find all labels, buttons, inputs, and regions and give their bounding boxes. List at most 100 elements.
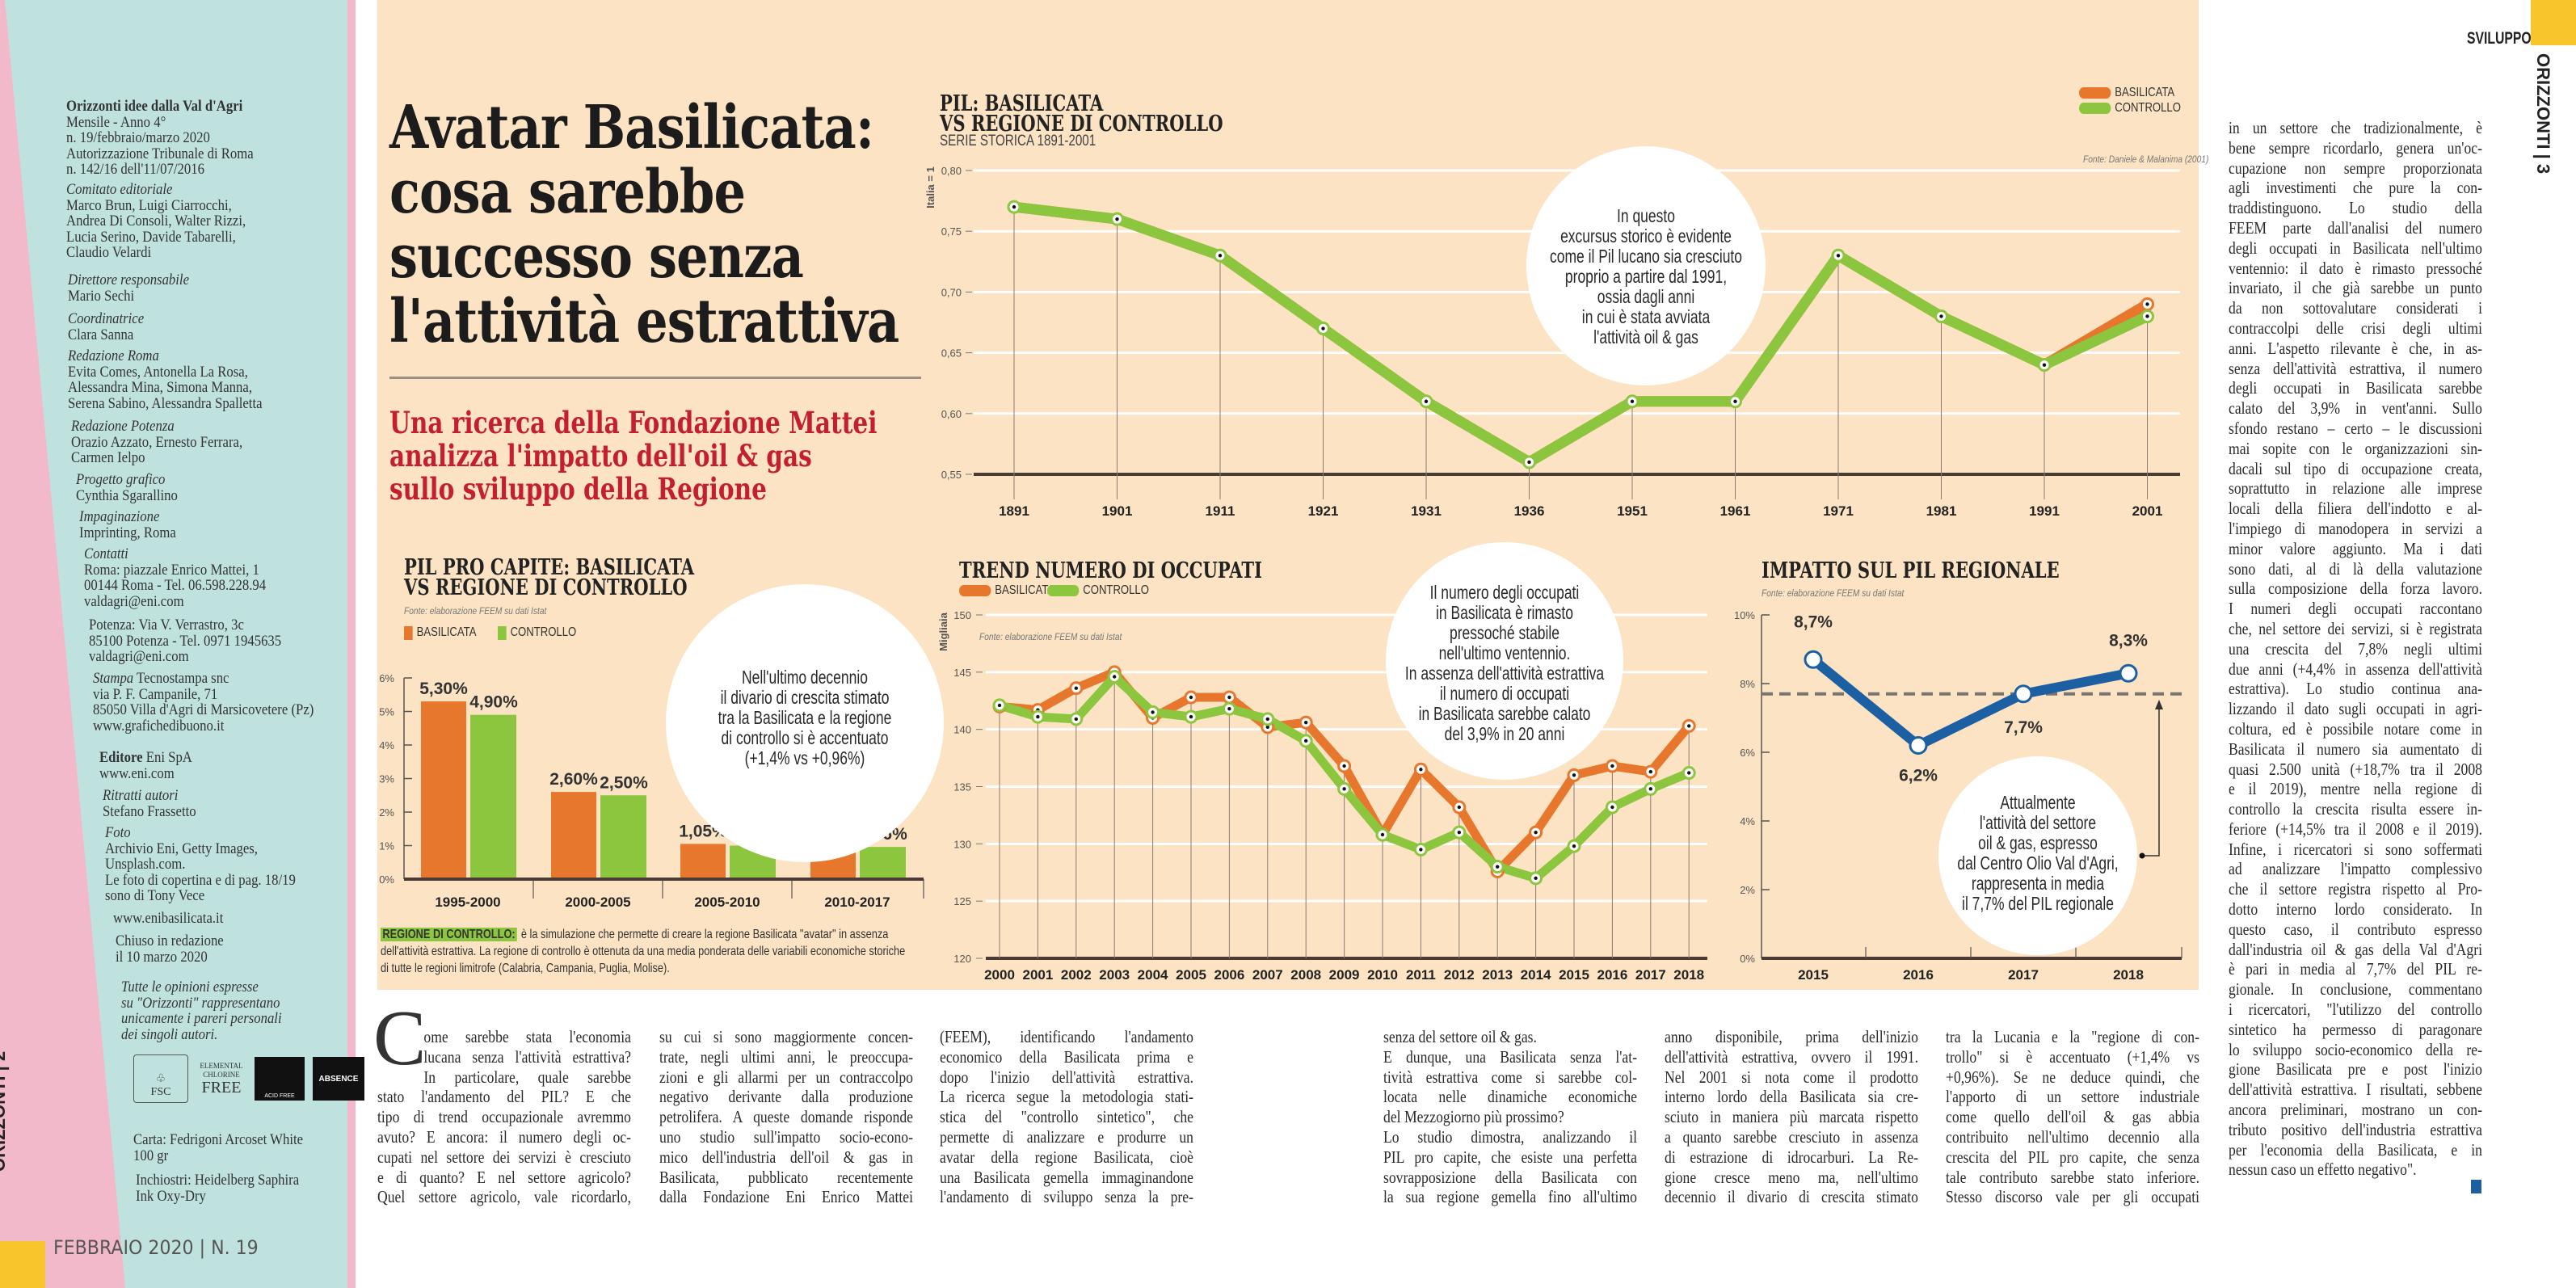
data-point [2119, 663, 2138, 683]
text-line: tività estrattiva come si sarebbe col- [1383, 1067, 1637, 1087]
text-line: bene sempre ricordarlo, genera un'oc- [2229, 137, 2482, 158]
callout-line: Attualmente [2000, 792, 2076, 813]
data-point-center [1610, 764, 1614, 768]
colophon-line: Ink Oxy-Dry [136, 1187, 206, 1205]
x-tick-label: 2000 [984, 967, 1015, 983]
y-tick-label: 6% [379, 672, 394, 684]
chart-pil-pro-capite-bar: 0% 1% 2% 3% 4% 5% 6% 5,30%4,90% 1995-2000 2,60% 2,… [379, 672, 924, 910]
text-line: tipo di trend occupazionale avremmo [377, 1107, 631, 1127]
colophon-label: Direttore responsabile [68, 271, 189, 288]
data-label: 8,3% [2109, 631, 2148, 650]
colophon-line: Autorizzazione Tribunale di Roma [66, 145, 254, 162]
data-point-center [1304, 720, 1308, 725]
text-line: come quello dell'oil & gas abbia [1946, 1107, 2199, 1127]
callout-bubble [1938, 756, 2137, 955]
text-line: che il settore registra rispetto al Pro- [2229, 879, 2482, 899]
text-line: degli occupati in Basilicata nell'ultimo [2229, 238, 2482, 258]
x-tick-label: 2011 [1406, 967, 1436, 983]
x-tick-label: 2002 [1061, 967, 1092, 983]
text-line: invariato, il che già sarebbe un punto [2229, 278, 2482, 298]
text-line: avatar della regione Basilicata, cioè [940, 1147, 1193, 1167]
x-tick-label: 1936 [1514, 503, 1545, 519]
issue-footer: FEBBRAIO 2020 | N. 19 [53, 1236, 259, 1259]
y-tick-label: 145 [953, 667, 971, 679]
legend-label: BASILICATA [995, 583, 1055, 597]
colophon-label: Progetto grafico [76, 471, 166, 488]
text-line: FEEM parte dall'analisi del numero [2229, 217, 2482, 238]
x-tick-label: 1931 [1411, 503, 1442, 519]
colophon-line: sono di Tony Vece [105, 887, 205, 905]
text-line: la sua regione gemella fino all'ultimo [1383, 1187, 1637, 1207]
x-tick-label: 2001 [1022, 967, 1053, 983]
colophon-line: www.enibasilicata.it [113, 910, 224, 927]
text-line: locali della filiera dell'indotto e al- [2229, 499, 2482, 519]
colophon-line: Lucia Serino, Davide Tabarelli, [66, 228, 236, 246]
text-line: dalla Fondazione Eni Enrico Mattei [659, 1187, 913, 1207]
x-tick-label: 1971 [1823, 503, 1854, 519]
callout-line: l'attività oil & gas [1593, 326, 1698, 347]
data-point [1909, 736, 1928, 755]
text-line: anni. L'aspetto rilevante è che, in as- [2229, 338, 2482, 358]
certification-logos: ♧ FSC ELEMENTAL CHLORINE FREE ACID FREE AB… [133, 1054, 364, 1103]
callout-line: in cui è stata avviata [1581, 306, 1711, 327]
data-point-center [1687, 771, 1691, 775]
text-line: e di quanto? E nel settore agricolo? [377, 1167, 631, 1187]
text-line: dotto interno lordo considerato. In [2229, 899, 2482, 920]
data-point-center [1457, 805, 1462, 810]
colophon-label: Comitato editoriale [66, 181, 173, 198]
callout-line: nell'ultimo ventennio. [1438, 642, 1571, 663]
text-line: dall'industria oil & gas della Val d'Agr… [2229, 939, 2482, 959]
article-column: (FEEM), identificando l'andamento economi… [940, 1027, 1193, 1207]
infographic-panel [377, 0, 2199, 990]
x-tick-label: 2017 [1635, 967, 1666, 983]
legend-basilicata: BASILICATA [959, 583, 1054, 598]
text-line: questo caso, il contributo espresso [2229, 919, 2482, 939]
colophon-line: Mensile - Anno 4° [66, 113, 166, 131]
callout-line: in Basilicata sarebbe calato [1418, 703, 1591, 724]
data-point-center [1189, 695, 1193, 700]
callout-bubble [666, 584, 944, 862]
heavy-metal-label: ABSENCE [318, 1074, 359, 1084]
data-point [2014, 684, 2033, 704]
colophon-block: Editore Eni SpA www.eni.com [99, 750, 192, 781]
text-line: l'apporto di un settore industriale [1946, 1087, 2199, 1107]
bar-value-label: 4,90% [469, 693, 518, 712]
text-line: sintetico ha permesso di paragonare [2229, 1019, 2482, 1039]
callout-line: come il Pil lucano sia cresciuto [1549, 246, 1743, 267]
x-tick-label: 2016 [1597, 967, 1627, 983]
x-tick-label: 1911 [1206, 503, 1235, 519]
text-line: per l'economia della Basilicata, e in [2229, 1139, 2482, 1160]
text-line: cupazione non sempre proporzionata [2229, 158, 2482, 178]
deck-line: Una ricerca della Fondazione Mattei [389, 405, 878, 440]
section-label: SVILUPPO [2467, 29, 2532, 48]
colophon-line: Evita Comes, Antonella La Rosa, [68, 363, 248, 381]
callout-arrow [2142, 708, 2160, 857]
callout-line: il divario di crescita stimato [720, 687, 890, 708]
bar-controllo [600, 795, 646, 879]
legend-label: CONTROLLO [2115, 101, 2181, 115]
text-line: Stesso discorso vale per gli occupati [1946, 1187, 2199, 1207]
y-tick-label: 0,60 [941, 408, 962, 420]
data-point-center [1457, 830, 1462, 835]
legend-label: BASILICATA [2115, 86, 2175, 99]
data-point-center [1218, 254, 1223, 258]
data-point-center [1074, 717, 1079, 722]
text-line: uno studio sull'impatto socio-econo- [659, 1126, 913, 1147]
category-label: 2005-2010 [694, 894, 760, 910]
x-tick-label: 2013 [1482, 967, 1513, 983]
colophon-line: Potenza: Via V. Verrastro, 3c [89, 617, 244, 633]
bar-basilicata [680, 844, 726, 879]
y-tick-label: 150 [953, 609, 971, 621]
colophon-line: valdagri@eni.com [89, 648, 189, 666]
text-line: stato l'andamento del PIL? E che [377, 1087, 631, 1107]
text-line: su cui si sono maggiormente concen- [659, 1027, 913, 1046]
text-line: quasi 2.500 unità (+18,7% tra il 2008 [2229, 759, 2482, 779]
text-line: a quanto sarebbe cresciuto in assenza [1665, 1126, 1918, 1147]
legend-controllo: CONTROLLO [2079, 101, 2181, 116]
data-point-center [1321, 326, 1325, 330]
text-line: locata nelle dinamiche economiche [1383, 1087, 1637, 1107]
legend-swatch [2079, 87, 2111, 99]
text-line: sfondo restano – certo – le discussioni [2229, 418, 2482, 438]
text-line: i ricercatori, "l'utilizzo del controllo [2229, 1000, 2482, 1020]
callout-bubble [1386, 542, 1623, 780]
